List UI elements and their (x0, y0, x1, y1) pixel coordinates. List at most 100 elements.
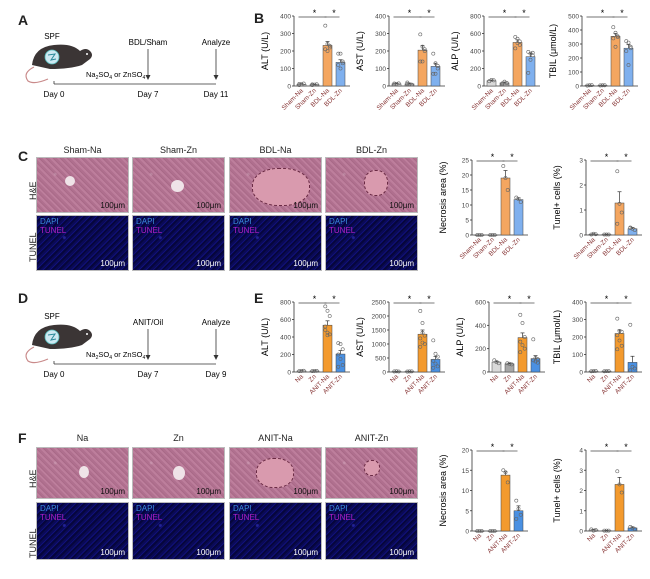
data-point (513, 35, 518, 39)
data-point (522, 335, 527, 339)
data-point (591, 369, 596, 374)
data-point (490, 233, 495, 237)
x-tick-label: Na (586, 373, 597, 384)
panel-letter-d: D (18, 290, 29, 306)
y-tick-label: 25 (462, 158, 470, 165)
y-tick-label: 0 (465, 529, 469, 536)
x-tick-label: Zn (503, 373, 514, 384)
x-tick-label: Zn (600, 532, 611, 543)
y-tick-label: 200 (280, 352, 291, 359)
data-point (336, 51, 341, 56)
bar (322, 45, 333, 87)
data-point (514, 498, 519, 503)
he-image-sham-zn: 100μm (132, 157, 225, 213)
data-point (591, 231, 596, 236)
data-point (615, 169, 620, 174)
data-point (336, 352, 341, 357)
data-point (619, 329, 624, 334)
data-point (409, 369, 414, 374)
data-point (602, 528, 607, 533)
bar (623, 47, 634, 87)
data-point (606, 369, 611, 374)
data-point (617, 482, 622, 487)
data-point (604, 528, 609, 533)
y-tick-label: 600 (470, 31, 481, 38)
treatment-label: Na2SO4 or ZnSO4 (86, 70, 145, 81)
y-tick-label: 0 (477, 84, 481, 91)
he-image-anit-na: 100μm (229, 447, 322, 499)
data-point (422, 49, 427, 53)
y-tick-label: 500 (375, 356, 386, 363)
day-label: Day 0 (44, 370, 65, 379)
x-tick-label: Na (472, 532, 483, 543)
data-point (431, 71, 436, 76)
he-image-zn: 100μm (132, 447, 225, 499)
data-point (520, 321, 525, 325)
timeline-d: SPF ANIT/Oil Analyze Na2SO4 or ZnSO4 Day… (25, 312, 231, 379)
bar (474, 530, 485, 532)
data-point (301, 368, 306, 373)
data-point (494, 360, 499, 364)
y-axis-label: ALP (U/L) (455, 317, 465, 356)
data-point (615, 221, 620, 226)
data-point (490, 529, 495, 533)
y-tick-label: 0 (382, 84, 386, 91)
data-point (338, 342, 343, 346)
y-tick-label: 15 (462, 188, 470, 195)
tunel-image-na: DAPI TUNEL 100μm (36, 502, 129, 560)
y-tick-label: 100 (572, 352, 583, 359)
significance-star: * (605, 152, 609, 162)
data-point (340, 363, 345, 367)
y-tick-label: 10 (462, 203, 470, 210)
tunel-image-sham-na: DAPI TUNEL 100μm (36, 215, 129, 271)
data-point (530, 53, 535, 58)
significance-star: * (508, 294, 512, 304)
tunel-image-anit-na: DAPI TUNEL 100μm (229, 502, 322, 560)
arrow-down-icon (145, 355, 151, 360)
data-point (517, 39, 522, 44)
data-point (394, 369, 399, 374)
significance-star: * (510, 442, 514, 452)
significance-star: * (605, 294, 609, 304)
bar (474, 234, 485, 236)
y-tick-label: 300 (572, 317, 583, 324)
data-point (628, 226, 633, 230)
data-point (420, 59, 425, 64)
data-point (613, 30, 618, 35)
data-point (418, 32, 423, 37)
event-label: ANIT/Oil (133, 318, 163, 327)
y-tick-label: 0 (482, 370, 486, 377)
bar (588, 234, 599, 236)
data-point (323, 328, 328, 332)
data-point (492, 529, 497, 533)
he-image-sham-na: 100μm (36, 157, 129, 213)
data-point (589, 83, 594, 88)
data-point (593, 528, 598, 532)
data-point (323, 304, 328, 309)
significance-star: * (491, 442, 495, 452)
x-tick-label: Na (489, 373, 500, 384)
y-tick-label: 100 (375, 66, 386, 73)
significance-star: * (624, 294, 628, 304)
data-point (299, 369, 304, 373)
data-point (516, 197, 521, 201)
data-point (626, 63, 631, 67)
significance-star: * (332, 8, 336, 18)
y-tick-label: 200 (375, 49, 386, 56)
data-point (504, 81, 509, 85)
he-image-bdl-zn: 100μm (325, 157, 418, 213)
x-tick-label: Zn (600, 373, 611, 384)
y-tick-label: 0 (287, 370, 291, 377)
data-point (488, 233, 493, 237)
significance-star: * (527, 294, 531, 304)
scale-label: 100μm (100, 259, 125, 268)
y-axis-label: TBIL (μmol/L) (548, 24, 558, 78)
significance-star: * (332, 294, 336, 304)
data-point (518, 200, 523, 204)
y-tick-label: 0 (579, 529, 583, 536)
data-point (327, 45, 332, 50)
column-title: Na (76, 433, 89, 443)
data-point (407, 82, 412, 87)
